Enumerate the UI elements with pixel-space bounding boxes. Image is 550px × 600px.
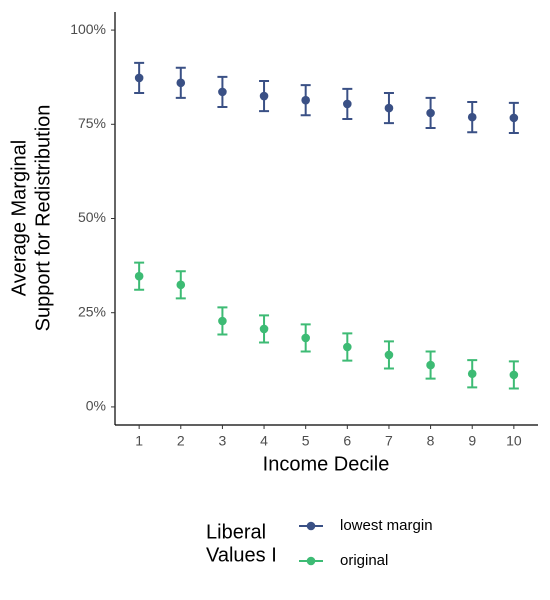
x-tick-label: 1 [135, 433, 143, 449]
point [218, 316, 227, 326]
x-tick-label: 5 [302, 433, 310, 449]
point [509, 113, 519, 123]
y-tick-label: 75% [78, 115, 106, 131]
point [134, 271, 144, 281]
point [384, 103, 394, 113]
point [384, 350, 394, 360]
x-tick-label: 7 [385, 433, 393, 449]
point [176, 280, 186, 290]
y-tick-label: 50% [78, 209, 106, 225]
point [343, 342, 352, 352]
point [176, 78, 186, 88]
legend-title: Liberal [206, 521, 266, 543]
y-tick-label: 0% [86, 398, 106, 414]
y-axis-title-line: Average Marginal [8, 140, 30, 296]
legend-label: original [340, 552, 388, 569]
x-tick-label: 3 [219, 433, 227, 449]
point [467, 112, 477, 122]
x-tick-label: 6 [343, 433, 351, 449]
point [259, 324, 269, 334]
point [467, 369, 477, 379]
x-tick-label: 4 [260, 433, 268, 449]
x-tick-label: 2 [177, 433, 185, 449]
point [259, 91, 269, 101]
y-axis-title-line: Support for Redistribution [32, 105, 54, 332]
point [134, 73, 144, 83]
x-tick-label: 10 [506, 433, 522, 449]
point [426, 360, 435, 370]
point [343, 99, 352, 109]
legend-point [306, 556, 316, 566]
legend-title: Values I [206, 544, 277, 566]
point [218, 87, 227, 97]
y-axis-title: Average Marginal Support for Redistribut… [8, 105, 54, 332]
point [301, 333, 310, 343]
x-tick-label: 9 [468, 433, 476, 449]
y-tick-label: 25% [78, 303, 106, 319]
point [509, 370, 519, 380]
x-tick-label: 8 [427, 433, 435, 449]
point [301, 95, 310, 105]
legend-point [306, 521, 316, 531]
point [426, 108, 435, 118]
x-axis-title: Income Decile [263, 453, 390, 475]
y-tick-label: 100% [70, 21, 106, 37]
legend-label: lowest margin [340, 517, 433, 534]
